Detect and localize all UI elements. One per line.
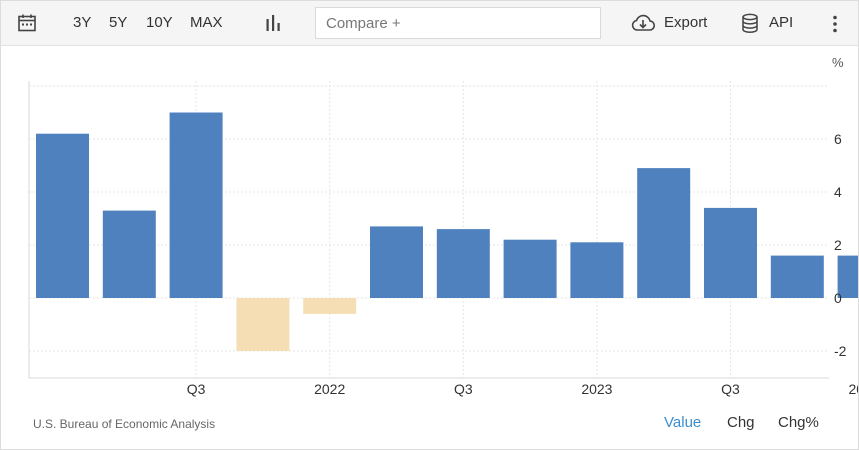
export-button[interactable]: Export [664,14,708,31]
x-tick-label: 2023 [581,381,612,397]
range-5y-button[interactable]: 5Y [109,14,128,31]
bar-2021-q4[interactable] [236,298,290,351]
bar-2022-q4[interactable] [503,239,557,298]
database-icon[interactable] [741,13,759,39]
y-tick-label: 6 [834,131,842,147]
value-button[interactable]: Value [664,414,702,431]
x-tick-label: 2022 [314,381,345,397]
bar-2022-q1[interactable] [303,298,357,314]
change-percent-button[interactable]: Chg% [778,414,819,431]
x-tick-label: Q3 [187,381,206,397]
bar-2023-q1[interactable] [570,242,624,298]
toolbar: 3Y 5Y 10Y MAX Export [1,1,858,46]
bar-2024-q1[interactable] [837,255,858,298]
cloud-download-icon[interactable] [630,13,656,38]
x-tick-label: Q3 [454,381,473,397]
bar-2021-q2[interactable] [102,210,156,298]
y-tick-label: 2 [834,237,842,253]
y-tick-label: 4 [834,184,842,200]
bar-2023-q3[interactable] [704,207,757,298]
bar-2023-q2[interactable] [637,168,691,298]
bar-2022-q2[interactable] [370,226,423,298]
range-3y-button[interactable]: 3Y [73,14,92,31]
source-label: U.S. Bureau of Economic Analysis [33,417,216,431]
bar-2022-q3[interactable] [436,229,490,298]
bars [36,112,858,351]
more-vertical-icon[interactable] [831,15,839,38]
bar-chart-icon[interactable] [264,14,282,37]
calendar-icon[interactable] [17,13,37,38]
bar-2021-q3[interactable] [169,112,223,299]
x-tick-label: Q3 [721,381,740,397]
compare-input[interactable] [315,7,601,39]
change-button[interactable]: Chg [727,414,755,431]
range-max-button[interactable]: MAX [190,14,223,31]
bar-2021-q1[interactable] [36,133,89,298]
y-tick-label: -2 [834,343,847,359]
y-tick-label: 0 [834,290,842,306]
range-10y-button[interactable]: 10Y [146,14,173,31]
bar-2023-q4[interactable] [770,255,824,298]
unit-label: % [832,55,844,70]
api-button[interactable]: API [769,14,794,31]
